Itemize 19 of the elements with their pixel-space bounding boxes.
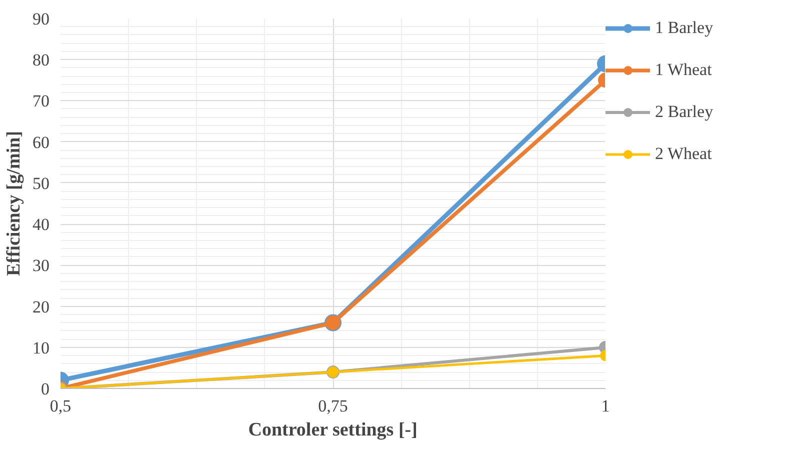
x-tick-label: 0,75 — [318, 396, 348, 416]
x-tick-label: 1 — [601, 396, 610, 416]
legend-label: 1 Wheat — [655, 60, 712, 80]
legend-label: 2 Barley — [655, 102, 714, 122]
y-tick-label: 90 — [32, 10, 50, 28]
y-tick-label: 40 — [32, 215, 50, 234]
legend-label: 2 Wheat — [655, 144, 712, 164]
x-tick-label: 0,5 — [50, 396, 72, 416]
y-tick-label: 20 — [32, 297, 50, 316]
y-tick-label: 0 — [41, 380, 50, 398]
y-tick-label: 80 — [32, 50, 50, 70]
y-tick-label: 50 — [32, 174, 50, 193]
y-tick-label: 60 — [32, 132, 50, 152]
legend-label: 1 Barley — [655, 18, 714, 38]
y-tick-label: 10 — [32, 338, 50, 358]
x-axis-title: Controler settings [-] — [248, 420, 418, 440]
y-tick-label: 70 — [32, 92, 50, 111]
y-tick-label: 30 — [32, 256, 50, 276]
y-axis-title: Efficiency [g/min] — [4, 130, 24, 276]
